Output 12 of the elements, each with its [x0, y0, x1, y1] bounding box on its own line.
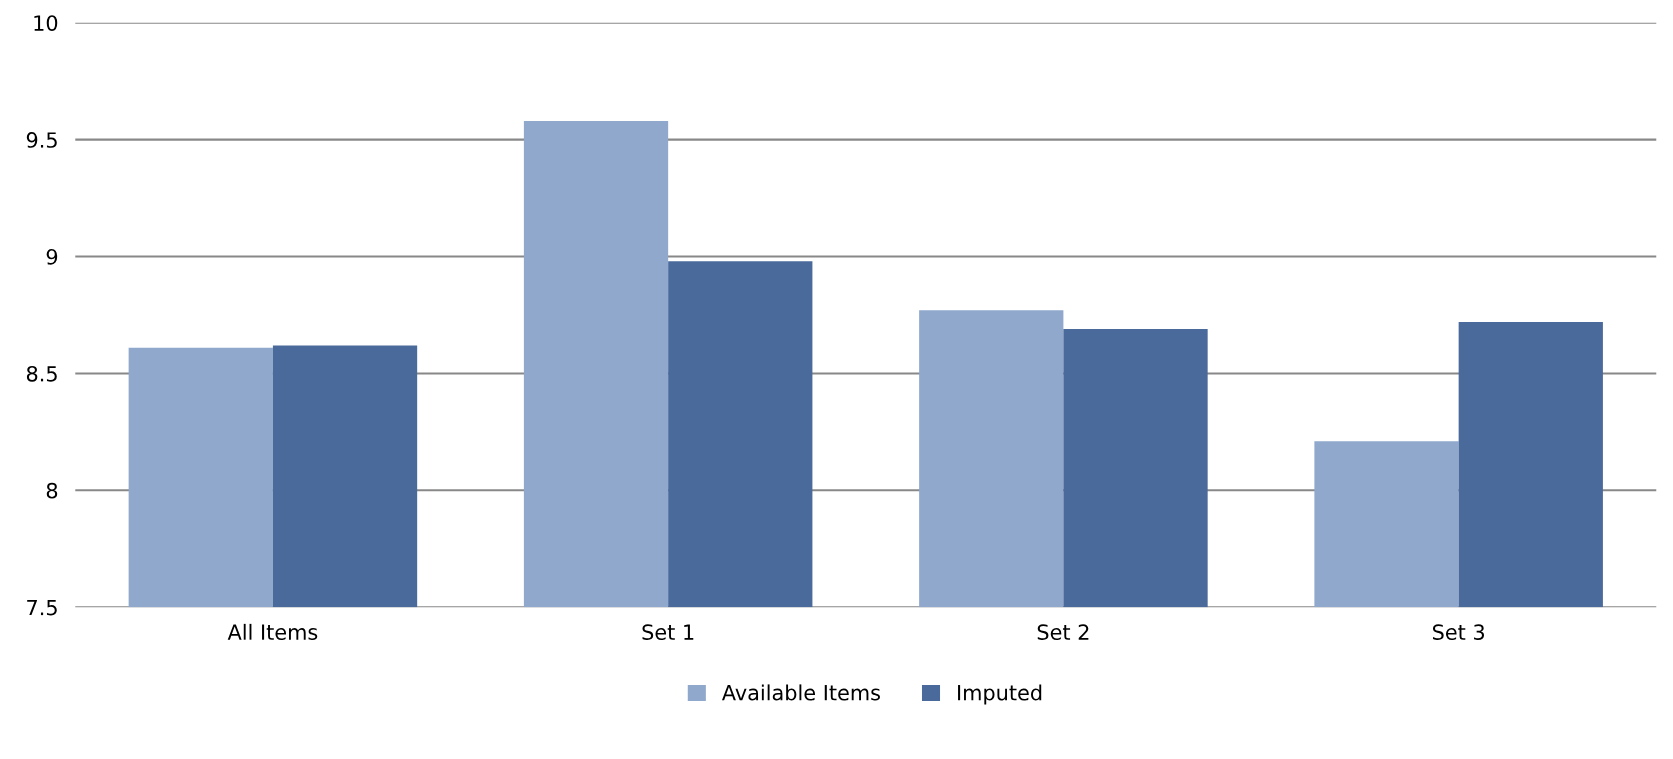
- legend-label: Available Items: [721, 684, 880, 701]
- legend-label: Imputed: [958, 684, 1042, 705]
- y-tick-label: 7.5: [27, 599, 57, 616]
- x-tick-label: Set 2: [1037, 624, 1089, 640]
- y-tick-label: 9.5: [26, 132, 57, 148]
- y-tick-label: 10: [34, 15, 58, 31]
- y-tick-label: 8.5: [26, 365, 57, 382]
- y-tick-label: 8: [46, 482, 58, 499]
- x-tick-label: Set 1: [642, 624, 694, 640]
- x-tick-label: Set 3: [1432, 624, 1485, 640]
- y-tick-label: 9: [46, 248, 58, 265]
- x-tick-label: All Items: [227, 623, 318, 640]
